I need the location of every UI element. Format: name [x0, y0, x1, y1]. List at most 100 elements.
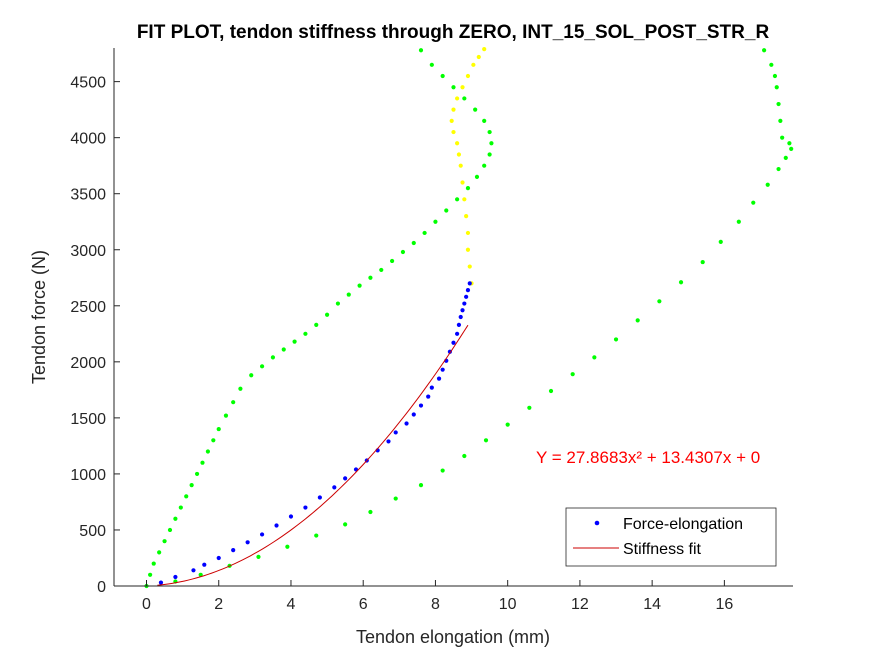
cycle-data-point [368, 509, 373, 515]
cycle-data-point [462, 96, 467, 101]
y-axis-label: Tendon force (N) [29, 250, 49, 384]
cycle-data-point [570, 372, 575, 377]
cycle-data-point [324, 312, 330, 317]
cycle-data-point [772, 73, 778, 79]
plateau-data-point [449, 118, 454, 123]
cycle-data-point [505, 422, 510, 427]
force-elongation-point [191, 568, 196, 573]
cycle-data-point [335, 301, 341, 306]
plateau-data-point [455, 96, 460, 101]
plateau-data-point [460, 180, 465, 185]
force-elongation-point [465, 288, 471, 293]
y-tick-label: 4500 [70, 75, 106, 92]
cycle-data-point [167, 527, 173, 533]
plateau-data-point [455, 141, 460, 146]
cycle-data-point [774, 85, 779, 90]
cycle-data-point [592, 355, 597, 360]
plateau-data-point [482, 47, 487, 52]
plateau-data-point [451, 129, 456, 135]
cycle-data-point [411, 240, 416, 246]
force-elongation-point [467, 281, 472, 286]
cycle-data-point [189, 483, 194, 488]
force-elongation-point [332, 485, 337, 490]
cycle-data-point [789, 146, 794, 151]
cycle-data-point [379, 267, 384, 273]
cycle-data-point [769, 62, 774, 67]
cycle-data-point [223, 413, 229, 418]
cycle-data-point [455, 197, 460, 202]
cycle-data-point [762, 48, 767, 53]
plateau-data-point [476, 54, 481, 60]
cycle-data-point [198, 572, 203, 577]
force-elongation-point [303, 505, 308, 510]
cycle-data-point [270, 355, 276, 360]
cycle-data-point [451, 85, 456, 90]
plateau-data-point [458, 163, 463, 168]
x-tick-label: 8 [431, 596, 440, 613]
cycle-data-point [249, 373, 254, 378]
cycle-data-point [400, 249, 406, 255]
force-elongation-point [245, 540, 250, 545]
force-elongation-point [464, 294, 469, 299]
cycle-data-point [778, 118, 783, 123]
x-ticks: 0 2 4 6 8 10 12 14 16 [142, 580, 733, 613]
force-elongation-point [158, 580, 164, 585]
cycle-data-point [776, 101, 781, 107]
plateau-data-point [456, 152, 462, 157]
force-elongation-point [202, 562, 207, 567]
x-tick-label: 4 [287, 596, 296, 613]
cycle-data-point [393, 496, 398, 501]
cycle-data-point [657, 299, 662, 304]
force-elongation-point [343, 476, 348, 481]
cycle-data-point [736, 219, 741, 224]
cycle-data-point [489, 141, 494, 146]
cycle-data-point [200, 460, 205, 465]
y-tick-label: 3000 [70, 243, 106, 260]
cycle-data-point [281, 347, 286, 352]
cycle-data-point [433, 219, 438, 224]
cycle-data-point [440, 73, 445, 79]
cycle-data-point [783, 155, 788, 160]
legend-box [565, 507, 777, 567]
force-elongation-point [426, 394, 431, 399]
cycle-data-point [440, 468, 445, 473]
cycle-data-point [418, 483, 424, 488]
cycle-data-point [444, 208, 449, 213]
cycle-data-point [487, 129, 492, 135]
force-elongation-point [216, 555, 221, 561]
x-axis-label: Tendon elongation (mm) [356, 627, 550, 647]
x-tick-label: 6 [359, 596, 368, 613]
plateau-data-point [467, 264, 472, 269]
force-elongation-point [458, 314, 463, 320]
cycle-data-point [776, 166, 781, 172]
cycle-data-point [787, 141, 792, 146]
cycle-data-point [148, 572, 153, 577]
force-elongation-point [455, 331, 460, 336]
cycle-data-point [473, 107, 478, 112]
force-elongation-point [393, 430, 398, 435]
force-elongation-point [456, 322, 462, 327]
plateau-data-point [471, 62, 476, 67]
cycle-data-point [422, 230, 427, 236]
cycle-data-point [211, 438, 216, 443]
cycle-data-point [487, 152, 492, 157]
cycle-data-point [314, 322, 319, 327]
cycle-data-point [368, 275, 373, 280]
x-tick-label: 0 [142, 596, 151, 613]
plateau-data-point [465, 247, 471, 252]
cycle-data-point [259, 364, 265, 369]
cycle-data-point [635, 318, 640, 323]
fit-equation-annotation: Y = 27.8683x² + 13.4307x + 0 [536, 448, 760, 467]
cycle-data-point [482, 118, 487, 123]
y-tick-label: 4000 [70, 131, 106, 148]
cycle-data-point [256, 554, 261, 559]
cycle-data-point [343, 522, 348, 527]
y-tick-label: 3500 [70, 187, 106, 204]
force-elongation-point [418, 403, 424, 408]
y-tick-label: 2000 [70, 355, 106, 372]
cycle-data-point [527, 405, 532, 410]
cycle-data-point [780, 135, 785, 140]
cycle-data-point [765, 182, 770, 187]
force-elongation-point [288, 514, 294, 519]
